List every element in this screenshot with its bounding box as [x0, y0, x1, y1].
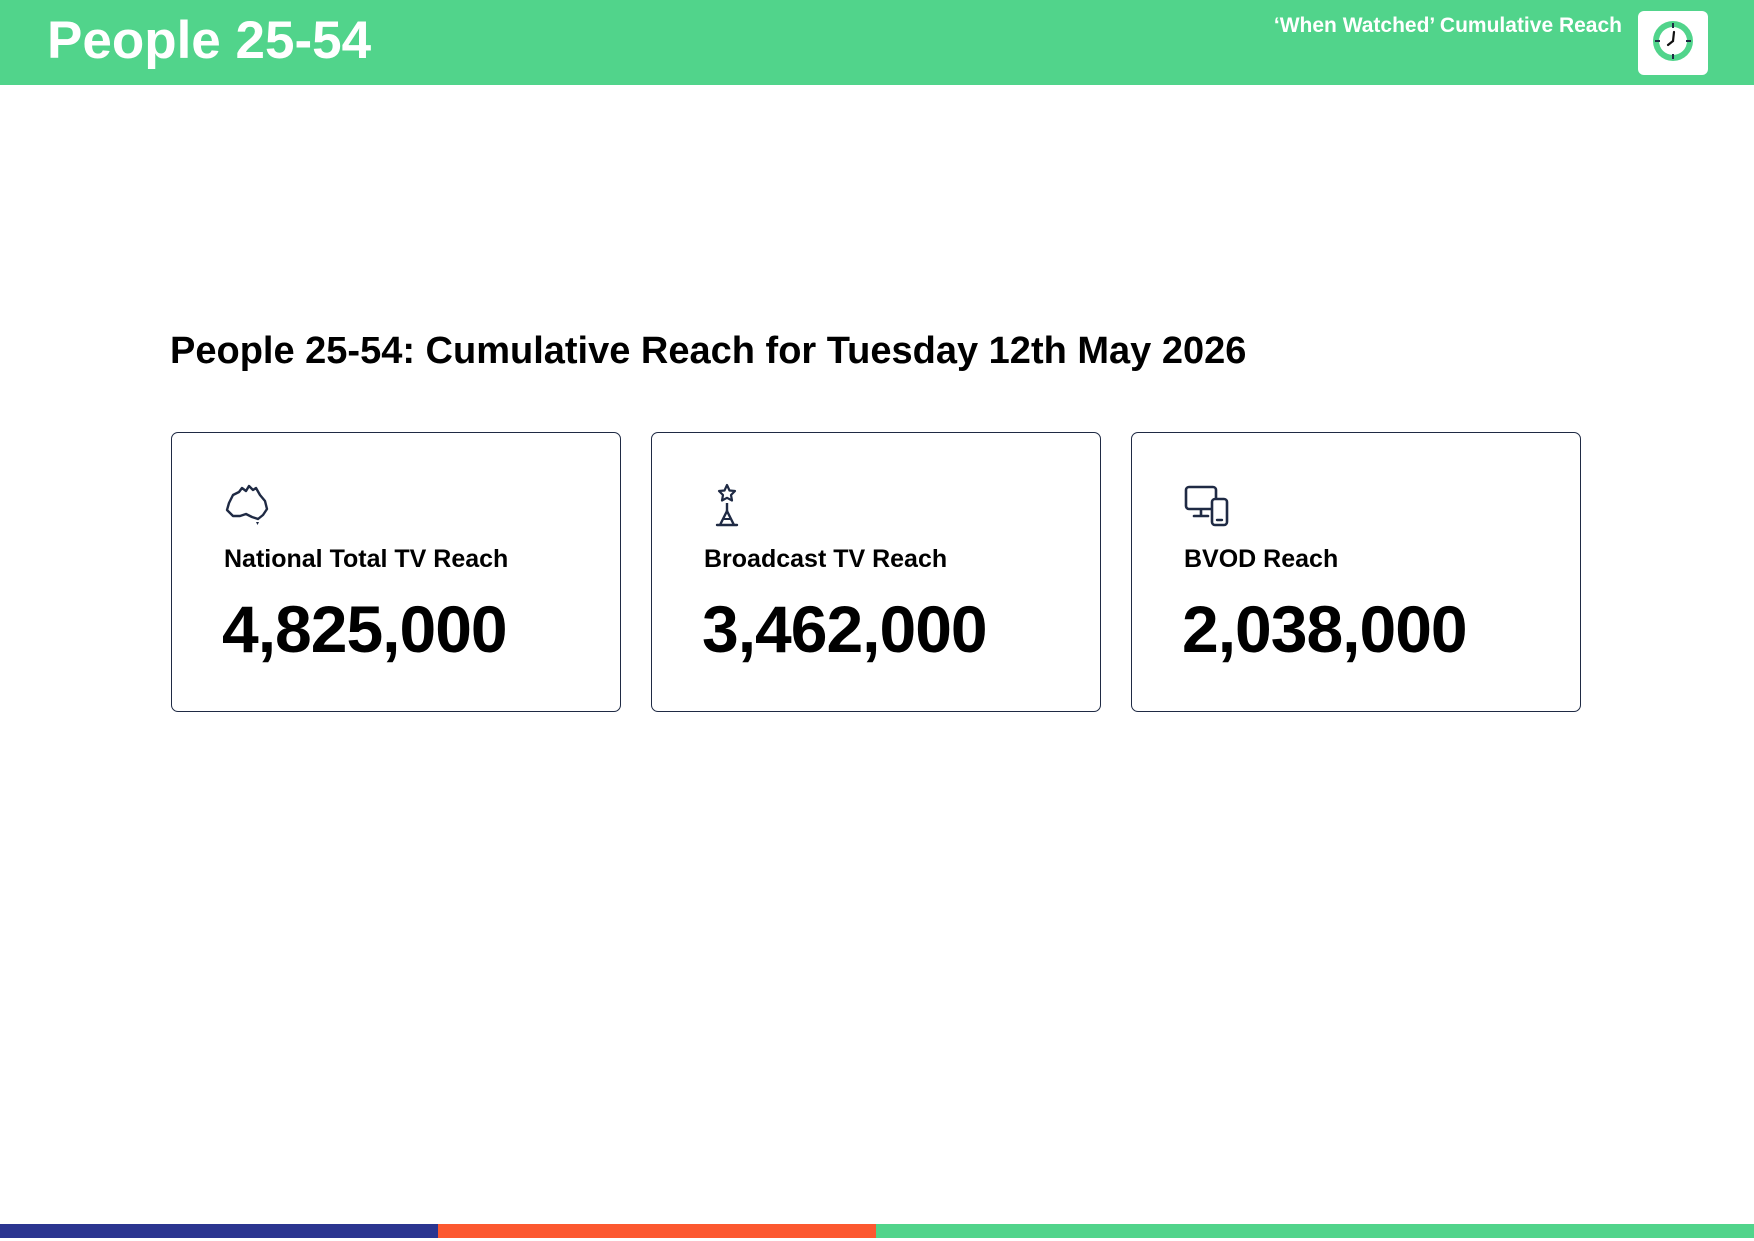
- footer-segment-orange: [438, 1224, 876, 1238]
- clock-badge: [1638, 11, 1708, 75]
- footer-color-bar: [0, 1224, 1754, 1238]
- card-label: National Total TV Reach: [224, 545, 509, 573]
- footer-segment-green: [876, 1224, 1754, 1238]
- report-heading: People 25-54: Cumulative Reach for Tuesd…: [170, 330, 1247, 372]
- broadcast-tower-icon: [704, 483, 750, 527]
- header-bar: People 25-54 ‘When Watched’ Cumulative R…: [0, 0, 1754, 85]
- card-label: BVOD Reach: [1184, 545, 1339, 573]
- report-type-label: ‘When Watched’ Cumulative Reach: [1273, 14, 1622, 37]
- footer-segment-navy: [0, 1224, 438, 1238]
- bvod-reach-card: BVOD Reach 2,038,000: [1131, 432, 1581, 712]
- broadcast-reach-card: Broadcast TV Reach 3,462,000: [651, 432, 1101, 712]
- clock-icon: [1651, 19, 1695, 68]
- australia-map-icon: [224, 483, 270, 527]
- card-value: 4,825,000: [222, 592, 508, 666]
- card-value: 3,462,000: [702, 592, 988, 666]
- page-title: People 25-54: [47, 11, 372, 70]
- card-value: 2,038,000: [1182, 592, 1468, 666]
- devices-icon: [1184, 483, 1230, 527]
- national-reach-card: National Total TV Reach 4,825,000: [171, 432, 621, 712]
- card-label: Broadcast TV Reach: [704, 545, 948, 573]
